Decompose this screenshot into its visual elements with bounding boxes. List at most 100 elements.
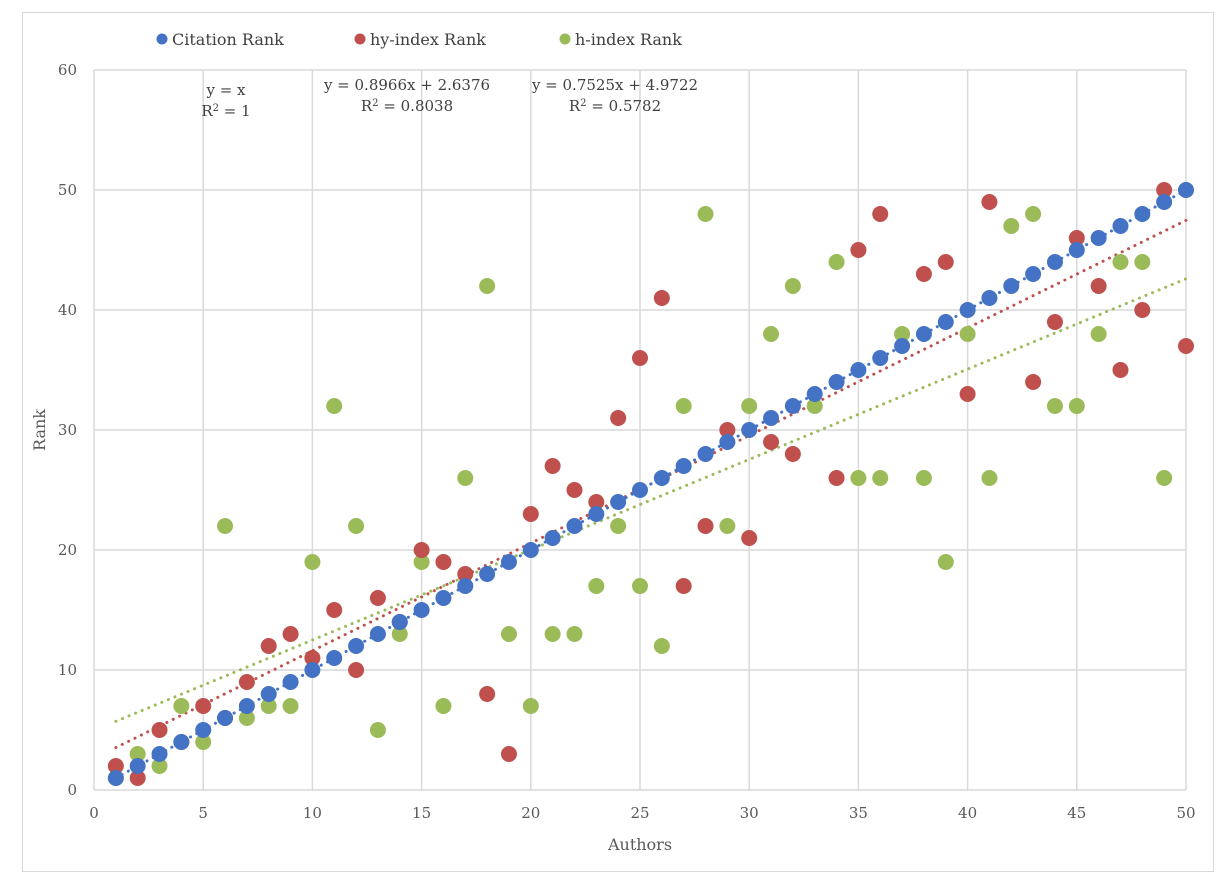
data-point: [632, 482, 648, 498]
data-point: [915, 266, 932, 282]
data-point: [784, 398, 801, 414]
y-tick-label: 0: [67, 781, 77, 799]
data-point: [544, 458, 561, 474]
trend-r-squared: R2 = 0.8038: [361, 97, 453, 115]
data-point: [217, 710, 234, 726]
x-tick-label: 35: [849, 804, 868, 822]
y-tick-label: 60: [58, 61, 77, 79]
data-point: [369, 590, 386, 606]
y-tick-label: 30: [58, 421, 77, 439]
data-point: [1112, 362, 1129, 378]
data-point: [806, 398, 823, 414]
data-point: [588, 578, 605, 594]
x-tick-label: 50: [1176, 804, 1195, 822]
data-point: [107, 770, 124, 786]
data-point: [828, 254, 845, 270]
data-point: [1025, 206, 1042, 222]
trendlines: [114, 188, 1188, 780]
legend-marker: [156, 33, 168, 45]
trend-equation: y = 0.8966x + 2.6376: [323, 76, 490, 94]
data-point: [1156, 470, 1173, 486]
data-point: [981, 194, 998, 210]
legend-marker: [559, 33, 571, 45]
data-point: [413, 554, 430, 570]
trendline-2: [114, 277, 1188, 723]
data-point: [937, 254, 954, 270]
data-point: [1025, 266, 1042, 282]
data-point: [741, 530, 758, 546]
data-point: [369, 626, 386, 642]
data-point: [763, 326, 780, 342]
legend-label: hy-index Rank: [370, 30, 486, 49]
data-point: [1068, 230, 1085, 246]
data-points: [107, 182, 1194, 786]
data-point: [522, 542, 539, 558]
data-point: [697, 446, 714, 462]
data-point: [959, 386, 976, 402]
data-point: [1046, 314, 1063, 330]
data-point: [981, 470, 998, 486]
x-tick-label: 25: [630, 804, 649, 822]
data-point: [894, 338, 911, 354]
axes: 0 5 10 15 20 25 30 35 40 45 50 0 10 20 30 40 50 60: [58, 61, 1196, 822]
data-point: [304, 650, 321, 666]
data-point: [195, 722, 212, 738]
data-point: [238, 710, 255, 726]
x-tick-label: 15: [412, 804, 431, 822]
data-point: [741, 398, 758, 414]
data-point: [260, 686, 277, 702]
data-point: [173, 734, 190, 750]
data-point: [151, 746, 168, 762]
legend: Citation Rank hy-index Rank h-index Rank: [156, 30, 682, 49]
data-point: [981, 290, 998, 306]
data-point: [959, 302, 976, 318]
chart-frame: [22, 12, 1214, 872]
grid: [93, 69, 1187, 791]
data-point: [391, 614, 408, 630]
y-tick-label: 50: [58, 181, 77, 199]
data-point: [1134, 206, 1151, 222]
legend-label: h-index Rank: [575, 30, 682, 49]
trend-equations: y = x R2 = 1 y = 0.8966x + 2.6376 R2 = 0.80…: [201, 76, 698, 120]
data-point: [1134, 302, 1151, 318]
data-point: [828, 374, 845, 390]
data-point: [784, 446, 801, 462]
data-point: [566, 482, 583, 498]
data-point: [872, 350, 889, 366]
data-point: [784, 278, 801, 294]
data-point: [544, 626, 561, 642]
data-point: [719, 518, 736, 534]
data-point: [828, 470, 845, 486]
data-point: [260, 638, 277, 654]
data-point: [348, 638, 365, 654]
data-point: [391, 626, 408, 642]
data-point: [348, 662, 365, 678]
y-tick-label: 20: [58, 541, 77, 559]
data-point: [500, 554, 517, 570]
x-tick-label: 5: [198, 804, 208, 822]
data-point: [238, 674, 255, 690]
data-point: [1090, 230, 1107, 246]
data-point: [129, 758, 146, 774]
trend-r-squared: R2 = 1: [201, 102, 250, 120]
data-point: [806, 386, 823, 402]
data-point: [217, 518, 234, 534]
data-point: [151, 758, 168, 774]
y-tick-label: 10: [58, 661, 77, 679]
data-point: [151, 722, 168, 738]
data-point: [479, 566, 496, 582]
x-tick-label: 40: [958, 804, 977, 822]
data-point: [238, 698, 255, 714]
x-axis-title: Authors: [607, 835, 672, 854]
data-point: [850, 362, 867, 378]
data-point: [675, 398, 692, 414]
data-point: [959, 326, 976, 342]
data-point: [915, 326, 932, 342]
data-point: [915, 470, 932, 486]
data-point: [107, 758, 124, 774]
data-point: [500, 626, 517, 642]
data-point: [1003, 278, 1020, 294]
data-point: [1003, 218, 1020, 234]
x-tick-label: 10: [303, 804, 322, 822]
